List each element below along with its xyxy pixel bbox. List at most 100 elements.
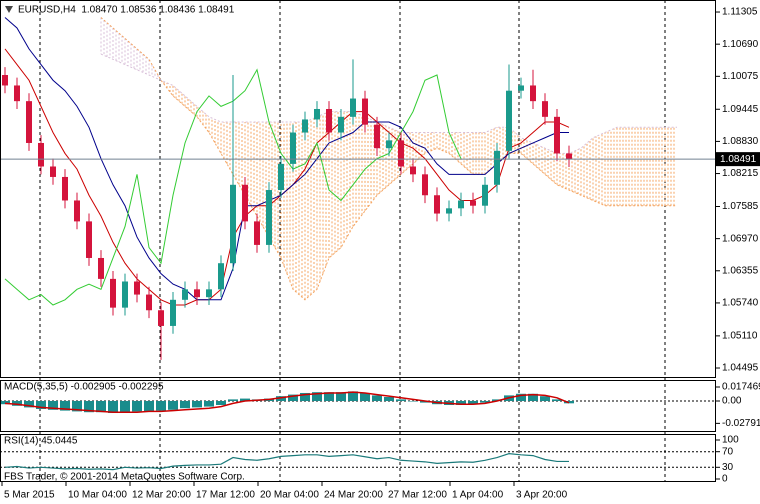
macd-panel-frame [0,380,716,432]
candle-body [26,101,32,143]
macd-bar [348,391,358,401]
cloud-span-a [100,17,677,301]
symbol-icon [5,6,13,13]
candle-body [14,85,20,102]
macd-bar [288,394,298,401]
candle-body [350,98,356,117]
macd-bar [552,399,562,401]
candle-body [434,195,440,214]
candle-body [326,108,332,133]
candle-body [254,221,260,245]
macd-title: MACD(5,35,5) -0.002905 -0.002295 [4,382,164,393]
candle-body [62,176,68,201]
candle-body [482,184,488,206]
candle-body [470,200,476,206]
candle-body [170,299,176,326]
x-tick-label: 10 Mar 04:00 [68,490,127,501]
macd-signal [4,391,570,413]
macd-bar [516,393,526,401]
macd-bar [108,400,118,414]
macd-bar [528,393,538,401]
macd-bar [384,396,394,401]
y-tick-label: 1.07585 [722,201,759,212]
candle-body [542,101,548,117]
candle-body [2,75,8,86]
macd-bar [24,400,34,408]
candle-body [314,108,320,120]
y-tick-label: 0.00 [722,396,742,407]
macd-bar [180,400,190,409]
x-tick-label: 3 Apr 20:00 [516,490,568,501]
x-tick-label: 20 Mar 04:00 [260,490,319,501]
macd-bar [300,392,310,401]
candle-body [398,140,404,167]
macd-bar [492,399,502,401]
macd-bar [372,395,382,401]
x-tick-label: 1 Apr 04:00 [452,490,504,501]
macd-bar [240,398,250,401]
candle-body [518,85,524,91]
candle-body [494,150,500,185]
candle-body [338,116,344,133]
last-price-label: 1.08491 [720,154,757,165]
y-tick-label: 1.10075 [722,71,759,82]
y-tick-label: 100 [722,435,739,446]
macd-bar [324,392,334,401]
candle-body [422,174,428,196]
y-tick-label: 1.09445 [722,104,759,115]
macd-bar [120,400,130,413]
candle-body [74,200,80,222]
macd-bar [480,400,490,403]
overlay: 1.11305 1.10690 1.10075 1.09445 1.08830 1.082… [1,7,760,501]
indicator-line [4,17,569,301]
candle-body [230,184,236,264]
candle-body [506,90,512,151]
candle-body [458,200,464,209]
y-tick-label: 1.04495 [722,363,759,374]
macd-bar [72,400,82,412]
macd-bar [96,400,106,413]
candle-body [278,163,284,191]
candle-body [410,166,416,175]
candle-body [50,166,56,177]
macd-bar [192,400,202,408]
y-tick-label: -0.027913 [722,418,760,429]
macd-bar [228,399,238,401]
rsi-title: RSI(14) 45.0445 [4,436,78,447]
candle-body [386,140,392,149]
candle-body [158,310,164,326]
y-tick-label: 0 [722,474,728,485]
macd-bar [468,400,478,405]
last-price-box [716,152,760,167]
macd-bar [0,400,10,405]
macd-bar [336,392,346,401]
y-tick-label: 0.017469 [722,382,760,393]
cloud-span-b [100,53,677,154]
y-tick-label: 1.08215 [722,168,759,179]
macd-bar [420,400,430,403]
macd-bar [216,400,226,405]
candle-body [362,98,368,125]
candle-body [530,85,536,102]
candle-body [266,190,272,245]
y-tick-label: 1.05740 [722,298,759,309]
candle-body [566,153,572,160]
macd-bar [168,400,178,410]
macd-bar [156,400,166,411]
candle-body [134,281,140,295]
macd-bar [204,400,214,407]
candle-body [554,116,560,154]
plot-area [0,17,716,471]
y-tick-label: 30 [722,462,734,473]
candle-body [206,289,212,298]
candle-body [122,281,128,308]
macd-bar [12,400,22,406]
macd-bar [84,400,94,413]
candle-body [290,132,296,164]
macd-bar [360,392,370,401]
candle-body [446,208,452,214]
macd-bar [540,396,550,401]
y-tick-label: 1.06355 [722,265,759,276]
x-tick-label: 24 Mar 20:00 [324,490,383,501]
